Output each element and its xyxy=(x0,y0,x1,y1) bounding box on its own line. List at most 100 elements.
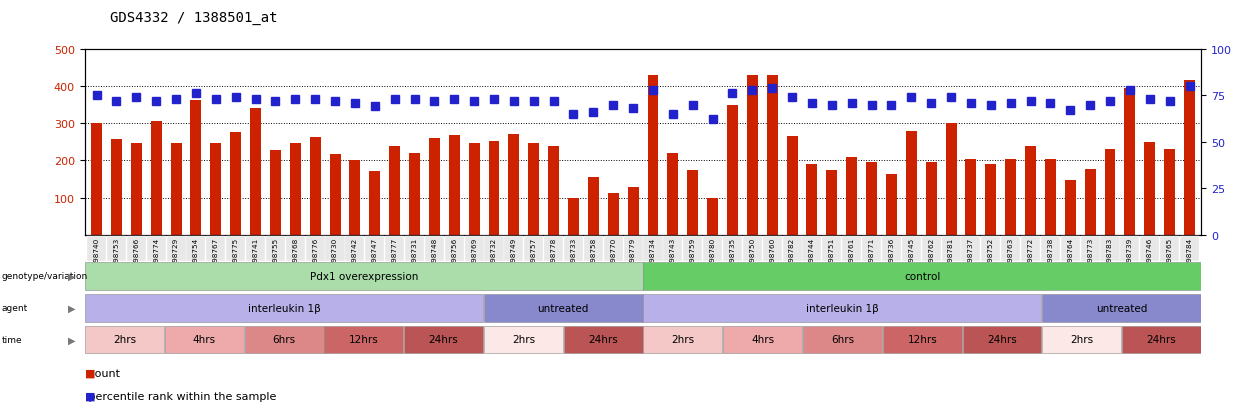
Text: GSM998753: GSM998753 xyxy=(113,237,120,282)
FancyBboxPatch shape xyxy=(961,236,981,261)
FancyBboxPatch shape xyxy=(244,326,324,353)
FancyBboxPatch shape xyxy=(644,263,1201,290)
Text: GSM998767: GSM998767 xyxy=(213,237,219,282)
Text: GSM998730: GSM998730 xyxy=(332,237,339,282)
Bar xyxy=(190,100,202,235)
FancyBboxPatch shape xyxy=(723,326,802,353)
Bar xyxy=(886,174,896,235)
Text: GSM998755: GSM998755 xyxy=(273,237,279,282)
Text: GSM998738: GSM998738 xyxy=(1047,237,1053,282)
FancyBboxPatch shape xyxy=(703,236,722,261)
Text: GSM998780: GSM998780 xyxy=(710,237,716,282)
FancyBboxPatch shape xyxy=(107,236,126,261)
Text: GSM998775: GSM998775 xyxy=(233,237,239,282)
FancyBboxPatch shape xyxy=(1021,236,1040,261)
Text: GSM998752: GSM998752 xyxy=(987,237,994,282)
Text: GSM998749: GSM998749 xyxy=(510,237,517,282)
Text: GDS4332 / 1388501_at: GDS4332 / 1388501_at xyxy=(110,11,278,25)
Text: GSM998782: GSM998782 xyxy=(789,237,796,282)
FancyBboxPatch shape xyxy=(305,236,325,261)
FancyBboxPatch shape xyxy=(544,236,563,261)
Bar xyxy=(1124,89,1135,235)
Text: 12hrs: 12hrs xyxy=(349,335,378,344)
Text: ▶: ▶ xyxy=(68,335,76,344)
FancyBboxPatch shape xyxy=(1160,236,1179,261)
Text: ▶: ▶ xyxy=(68,271,76,281)
Text: GSM998772: GSM998772 xyxy=(1027,237,1033,282)
Bar xyxy=(647,76,659,235)
Bar xyxy=(1184,81,1195,235)
Text: ■: ■ xyxy=(85,391,95,401)
FancyBboxPatch shape xyxy=(684,236,702,261)
Text: 4hrs: 4hrs xyxy=(193,335,215,344)
Bar xyxy=(1144,142,1155,235)
Bar xyxy=(310,138,321,235)
Text: 4hrs: 4hrs xyxy=(751,335,774,344)
Bar xyxy=(508,135,519,235)
Text: GSM998783: GSM998783 xyxy=(1107,237,1113,282)
FancyBboxPatch shape xyxy=(127,236,146,261)
FancyBboxPatch shape xyxy=(1101,236,1119,261)
Text: GSM998777: GSM998777 xyxy=(392,237,397,282)
Bar xyxy=(568,198,579,235)
FancyBboxPatch shape xyxy=(85,263,642,290)
FancyBboxPatch shape xyxy=(187,236,205,261)
Bar xyxy=(151,122,162,235)
Text: 2hrs: 2hrs xyxy=(671,335,695,344)
Bar xyxy=(667,154,679,235)
Text: 6hrs: 6hrs xyxy=(273,335,295,344)
FancyBboxPatch shape xyxy=(325,236,345,261)
Text: GSM998745: GSM998745 xyxy=(909,237,914,282)
Bar xyxy=(926,163,936,235)
Bar xyxy=(488,142,499,235)
FancyBboxPatch shape xyxy=(901,236,921,261)
Text: GSM998748: GSM998748 xyxy=(432,237,437,282)
FancyBboxPatch shape xyxy=(723,236,742,261)
Text: control: control xyxy=(904,271,940,281)
FancyBboxPatch shape xyxy=(604,236,622,261)
FancyBboxPatch shape xyxy=(644,236,662,261)
Bar xyxy=(468,144,479,235)
Text: GSM998744: GSM998744 xyxy=(809,237,815,282)
Text: GSM998736: GSM998736 xyxy=(889,237,894,282)
FancyBboxPatch shape xyxy=(1042,326,1122,353)
Text: GSM998771: GSM998771 xyxy=(869,237,874,282)
Text: GSM998770: GSM998770 xyxy=(610,237,616,282)
Bar xyxy=(985,165,996,235)
Bar xyxy=(1164,150,1175,235)
Bar xyxy=(847,157,857,235)
FancyBboxPatch shape xyxy=(644,326,722,353)
Text: count: count xyxy=(85,368,120,378)
FancyBboxPatch shape xyxy=(1122,326,1201,353)
Bar xyxy=(1025,147,1036,235)
FancyBboxPatch shape xyxy=(644,294,1042,322)
Text: GSM998764: GSM998764 xyxy=(1067,237,1073,282)
FancyBboxPatch shape xyxy=(147,236,166,261)
Bar xyxy=(1045,159,1056,235)
Bar xyxy=(370,171,380,235)
Text: untreated: untreated xyxy=(1096,303,1148,313)
Text: 6hrs: 6hrs xyxy=(830,335,854,344)
Text: GSM998734: GSM998734 xyxy=(650,237,656,282)
Text: 24hrs: 24hrs xyxy=(589,335,618,344)
Text: GSM998737: GSM998737 xyxy=(967,237,974,282)
Text: percentile rank within the sample: percentile rank within the sample xyxy=(85,391,276,401)
Bar xyxy=(330,154,340,235)
Bar xyxy=(767,76,778,235)
Text: GSM998743: GSM998743 xyxy=(670,237,676,282)
FancyBboxPatch shape xyxy=(1140,236,1159,261)
Bar xyxy=(1084,169,1096,235)
Text: GSM998774: GSM998774 xyxy=(153,237,159,282)
Text: GSM998729: GSM998729 xyxy=(173,237,179,282)
Bar xyxy=(588,178,599,235)
Bar xyxy=(91,124,102,235)
Text: GSM998773: GSM998773 xyxy=(1087,237,1093,282)
FancyBboxPatch shape xyxy=(164,326,244,353)
FancyBboxPatch shape xyxy=(405,326,483,353)
FancyBboxPatch shape xyxy=(1001,236,1020,261)
FancyBboxPatch shape xyxy=(584,236,603,261)
Bar xyxy=(548,146,559,235)
FancyBboxPatch shape xyxy=(1061,236,1079,261)
Bar xyxy=(171,143,182,235)
Bar xyxy=(707,198,718,235)
